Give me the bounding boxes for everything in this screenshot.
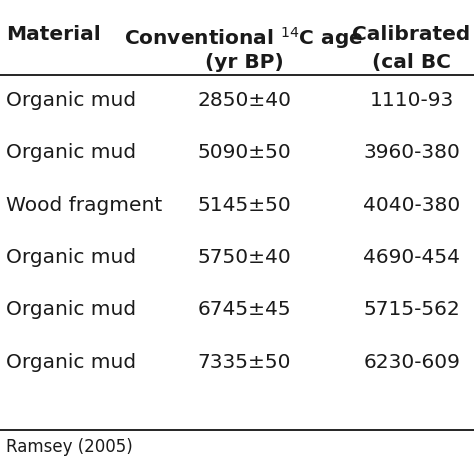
Text: 5750±40: 5750±40 <box>197 248 291 267</box>
Text: 7335±50: 7335±50 <box>197 353 291 372</box>
Text: 3960-380: 3960-380 <box>363 143 460 162</box>
Text: Ramsey (2005): Ramsey (2005) <box>6 438 133 456</box>
Text: 4690-454: 4690-454 <box>363 248 460 267</box>
Text: 2850±40: 2850±40 <box>197 91 291 110</box>
Text: (yr BP): (yr BP) <box>205 53 283 72</box>
Text: 5090±50: 5090±50 <box>197 143 291 162</box>
Text: 5145±50: 5145±50 <box>197 196 291 215</box>
Text: Organic mud: Organic mud <box>6 353 136 372</box>
Text: Organic mud: Organic mud <box>6 301 136 319</box>
Text: 6230-609: 6230-609 <box>363 353 460 372</box>
Text: Organic mud: Organic mud <box>6 91 136 110</box>
Text: 5715-562: 5715-562 <box>363 301 460 319</box>
Text: 1110-93: 1110-93 <box>370 91 454 110</box>
Text: 4040-380: 4040-380 <box>363 196 460 215</box>
Text: Material: Material <box>6 26 101 45</box>
Text: Conventional $^{14}$C age: Conventional $^{14}$C age <box>124 26 364 51</box>
Text: (cal BC: (cal BC <box>372 53 451 72</box>
Text: Organic mud: Organic mud <box>6 143 136 162</box>
Text: 6745±45: 6745±45 <box>197 301 291 319</box>
Text: Wood fragment: Wood fragment <box>6 196 162 215</box>
Text: Organic mud: Organic mud <box>6 248 136 267</box>
Text: Calibrated: Calibrated <box>353 26 471 45</box>
